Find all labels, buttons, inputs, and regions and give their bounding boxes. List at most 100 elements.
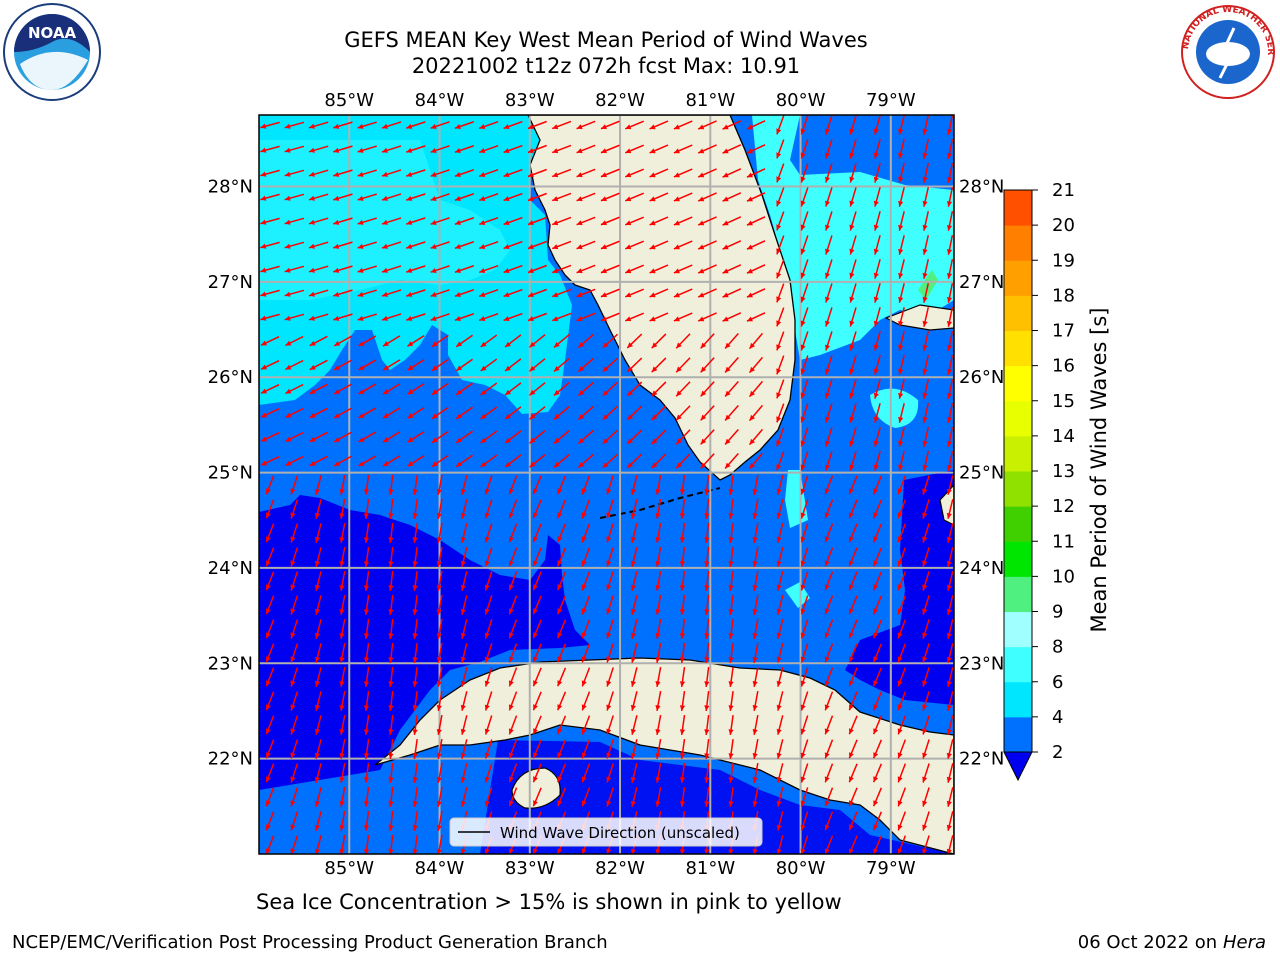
wave-direction-arrowhead — [576, 196, 583, 202]
wave-direction-arrowhead — [529, 365, 536, 372]
wave-direction-arrowhead — [430, 123, 437, 129]
wave-direction-arrowhead — [505, 365, 511, 372]
colorbar-tick-label: 18 — [1052, 285, 1075, 306]
wave-direction-arrowhead — [552, 244, 559, 250]
wave-direction-arrowhead — [922, 800, 928, 807]
wave-direction-arrowhead — [576, 244, 583, 250]
wave-direction-arrowhead — [553, 341, 560, 348]
wave-direction-arrowhead — [527, 196, 534, 202]
wave-direction-arrowhead — [406, 267, 413, 273]
wave-direction-arrowhead — [625, 244, 632, 250]
wave-direction-arrowhead — [746, 124, 753, 130]
footer-date: 06 Oct 2022 on Hera — [1078, 932, 1266, 953]
wave-direction-arrowhead — [357, 147, 364, 153]
wave-direction-arrowhead — [824, 536, 830, 543]
wave-direction-arrowhead — [700, 438, 707, 445]
wave-direction-arrowhead — [849, 800, 854, 807]
wave-direction-arrowhead — [284, 267, 291, 273]
wave-direction-arrowhead — [873, 536, 879, 543]
wave-direction-arrowhead — [533, 560, 538, 567]
wave-direction-arrowhead — [503, 292, 510, 298]
wave-direction-arrowhead — [290, 704, 296, 711]
wave-direction-arrowhead — [922, 464, 928, 471]
wave-direction-arrowhead — [673, 268, 680, 274]
wave-direction-arrowhead — [460, 632, 466, 639]
wave-direction-arrowhead — [533, 632, 538, 639]
wave-direction-arrowhead — [728, 729, 734, 735]
legend-label: Wind Wave Direction (unscaled) — [500, 824, 740, 842]
wave-direction-arrowhead — [897, 608, 903, 615]
wave-direction-arrowhead — [412, 705, 418, 711]
wave-direction-arrowhead — [873, 392, 879, 399]
lat-tick-label: 27°N — [959, 272, 1004, 293]
wave-direction-arrowhead — [333, 315, 340, 321]
wave-direction-arrowhead — [484, 536, 490, 543]
wave-direction-arrowhead — [946, 608, 952, 615]
wave-direction-arrowhead — [339, 801, 345, 807]
map-legend: Wind Wave Direction (unscaled) — [449, 817, 763, 847]
wave-direction-arrowhead — [308, 243, 315, 249]
wave-direction-arrowhead — [290, 824, 296, 831]
wave-direction-arrowhead — [460, 848, 466, 854]
wave-direction-arrowhead — [503, 196, 510, 202]
wave-direction-arrowhead — [849, 272, 855, 279]
wave-direction-arrowhead — [412, 513, 418, 519]
wave-direction-arrowhead — [382, 413, 389, 419]
wave-direction-arrowhead — [460, 704, 466, 711]
wave-direction-arrowhead — [533, 680, 538, 687]
wave-direction-arrowhead — [508, 704, 514, 711]
colorbar-segment — [1004, 260, 1032, 296]
wave-direction-arrowhead — [749, 390, 756, 397]
wave-direction-arrowhead — [704, 585, 710, 591]
wave-direction-arrowhead — [922, 344, 928, 351]
wave-direction-arrowhead — [527, 148, 534, 154]
wave-direction-arrowhead — [503, 172, 510, 178]
wave-direction-arrowhead — [600, 220, 607, 226]
wave-direction-arrowhead — [484, 728, 490, 735]
wave-direction-arrowhead — [406, 123, 413, 129]
wave-direction-arrowhead — [314, 488, 320, 495]
wave-direction-arrowhead — [503, 244, 510, 250]
wave-direction-arrowhead — [898, 368, 904, 375]
wave-direction-arrowhead — [357, 123, 364, 129]
wave-direction-arrowhead — [436, 705, 442, 711]
wave-direction-arrowhead — [630, 776, 636, 783]
wave-direction-arrowhead — [309, 388, 316, 394]
wave-direction-arrowhead — [776, 440, 782, 447]
wave-direction-arrowhead — [679, 801, 686, 807]
wave-direction-arrowhead — [800, 152, 806, 159]
wave-direction-arrowhead — [655, 561, 661, 567]
wave-direction-arrowhead — [290, 560, 296, 567]
wave-direction-arrowhead — [897, 632, 903, 639]
wave-direction-arrowhead — [363, 489, 370, 495]
wave-direction-arrowhead — [898, 416, 904, 423]
wave-direction-arrowhead — [849, 176, 855, 183]
wave-direction-arrowhead — [946, 248, 953, 255]
lon-tick-label: 82°W — [595, 858, 645, 879]
wave-direction-arrowhead — [479, 196, 486, 201]
lat-tick-label: 28°N — [208, 177, 253, 198]
wave-direction-arrowhead — [508, 680, 514, 687]
wave-direction-arrowhead — [625, 292, 632, 298]
wave-direction-arrowhead — [922, 512, 928, 519]
wave-direction-arrowhead — [946, 680, 952, 687]
wave-direction-arrowhead — [334, 460, 341, 466]
wave-direction-arrowhead — [625, 220, 632, 226]
wave-direction-arrowhead — [553, 413, 560, 420]
wave-direction-arrowhead — [581, 800, 587, 807]
land-isla-juventud — [511, 767, 561, 809]
wave-direction-arrowhead — [800, 200, 806, 207]
wave-direction-arrowhead — [508, 536, 514, 543]
wave-direction-arrowhead — [406, 315, 413, 321]
colorbar-tick-label: 8 — [1052, 637, 1063, 658]
wave-direction-arrowhead — [505, 341, 511, 348]
wave-direction-arrowhead — [700, 390, 707, 397]
wave-direction-arrowhead — [460, 536, 466, 543]
wave-direction-arrowhead — [529, 413, 536, 420]
wave-direction-arrowhead — [600, 172, 607, 178]
lat-tick-label: 24°N — [208, 558, 253, 579]
wave-direction-arrowhead — [600, 316, 607, 322]
wave-direction-arrowhead — [407, 461, 414, 467]
map-frame — [258, 114, 955, 855]
